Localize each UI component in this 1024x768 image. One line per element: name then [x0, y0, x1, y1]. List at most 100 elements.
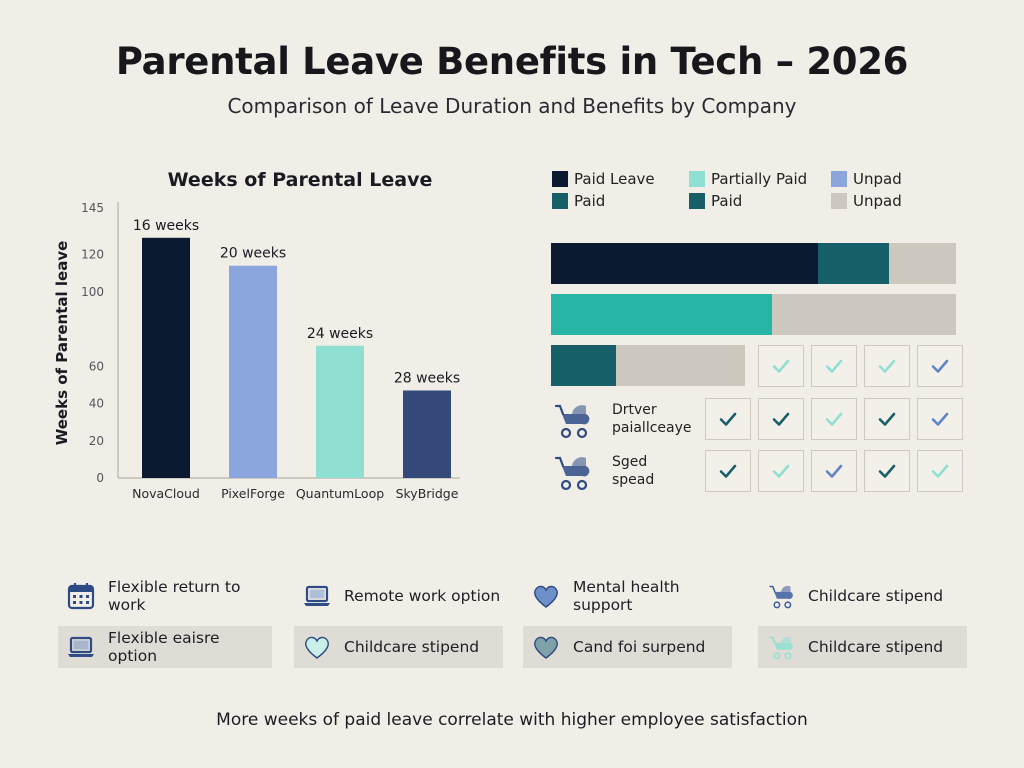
page-subtitle: Comparison of Leave Duration and Benefit… [227, 94, 797, 118]
page-title: Parental Leave Benefits in Tech – 2026 [115, 40, 909, 83]
checkmark-icon [705, 398, 751, 440]
benefit-label: Remote work option [344, 587, 501, 605]
stacked-bar [551, 345, 746, 386]
stroller-icon [766, 581, 796, 611]
checkmark-icon [758, 398, 804, 440]
checkmark-icon [917, 398, 963, 440]
bar [229, 265, 277, 478]
weeks-bar-chart: Weeks of Parental leave 0 20 40 60 100 120 145 1… [53, 201, 460, 501]
y-tick-label: 40 [89, 397, 104, 411]
y-tick-label: 120 [81, 248, 104, 262]
legend-item: Partially Paid [689, 170, 807, 188]
legend-label: Paid Leave [574, 170, 655, 188]
benefit-item: Flexible return to work [62, 575, 272, 617]
legend-item: Unpad [831, 170, 902, 188]
checkmark-icon [811, 450, 857, 492]
legend-label: Unpad [853, 170, 902, 188]
stroller-icon [550, 452, 594, 492]
legend-swatch [689, 171, 705, 187]
y-tick-label: 60 [89, 359, 104, 373]
footer-note: More weeks of paid leave correlate with … [216, 710, 808, 730]
checklist-row-label: Drtver paiallceaye [612, 401, 692, 437]
checkmark-icon [758, 450, 804, 492]
checkmark-icon [758, 345, 804, 387]
bar [403, 390, 451, 478]
checklist-row-label: Sged spead [612, 453, 654, 489]
stroller-icon [766, 632, 796, 662]
benefit-label: Childcare stipend [808, 638, 944, 656]
bar-segment [551, 294, 772, 335]
checkmark-icon [811, 345, 857, 387]
data-label: 24 weeks [307, 326, 373, 342]
benefit-label: Mental health support [573, 578, 680, 614]
heart-icon [302, 632, 332, 662]
checkmark-icon [811, 398, 857, 440]
y-tick-label: 0 [96, 471, 104, 485]
benefit-label: Flexible eaisre option [108, 629, 220, 665]
stacked-legend: Paid Leave Partially Paid Unpad Paid Paid Unp… [552, 170, 972, 216]
legend-item: Paid [689, 192, 742, 210]
x-tick-label: PixelForge [221, 486, 285, 501]
stacked-bar [551, 294, 956, 335]
label-line: paiallceaye [612, 420, 692, 436]
bar-segment [889, 243, 956, 284]
laptop-icon [66, 632, 96, 662]
heart-icon [531, 632, 561, 662]
benefit-label: Childcare stipend [808, 587, 944, 605]
y-tick-label: 20 [89, 434, 104, 448]
legend-item: Paid [552, 192, 605, 210]
benefit-item: Remote work option [298, 575, 503, 617]
y-axis-label: Weeks of Parental leave [53, 241, 71, 446]
legend-swatch [552, 171, 568, 187]
laptop-icon [302, 581, 332, 611]
benefit-item: Childcare stipend [762, 575, 967, 617]
stroller-icon [550, 400, 594, 440]
x-tick-label: NovaCloud [132, 486, 200, 501]
legend-swatch [831, 193, 847, 209]
label-line: Sged [612, 454, 648, 470]
checkmark-icon [917, 345, 963, 387]
x-tick-label: SkyBridge [396, 486, 459, 501]
x-tick-label: QuantumLoop [296, 486, 384, 501]
benefit-item: Childcare stipend [294, 626, 503, 668]
label-line: spead [612, 472, 655, 488]
bar-segment [615, 345, 746, 386]
data-label: 16 weeks [133, 218, 199, 234]
data-label: 28 weeks [394, 370, 460, 386]
data-label: 20 weeks [220, 246, 286, 262]
bar [142, 237, 190, 478]
legend-label: Unpad [853, 192, 902, 210]
legend-item: Paid Leave [552, 170, 655, 188]
legend-label: Partially Paid [711, 170, 808, 188]
checkmark-icon [864, 345, 910, 387]
chart-title: Weeks of Parental Leave [167, 169, 433, 191]
legend-swatch [831, 171, 847, 187]
benefit-label: Cand foi surpend [573, 638, 706, 656]
benefit-item: Cand foi surpend [523, 626, 732, 668]
checkmark-icon [917, 450, 963, 492]
bar [316, 345, 364, 478]
benefit-label: Childcare stipend [344, 638, 480, 656]
legend-label: Paid [711, 192, 743, 210]
benefit-item: Flexible eaisre option [58, 626, 272, 668]
benefit-item: Childcare stipend [758, 626, 967, 668]
checkmark-icon [864, 450, 910, 492]
bar-segment [551, 243, 819, 284]
benefit-item: Mental health support [527, 575, 732, 617]
y-tick-label: 145 [81, 201, 104, 215]
bar-segment [551, 345, 616, 386]
stacked-bar [551, 243, 956, 284]
legend-item: Unpad [831, 192, 902, 210]
legend-label: Paid [574, 192, 606, 210]
bar-segment [771, 294, 956, 335]
checkmark-icon [864, 398, 910, 440]
checkmark-icon [705, 450, 751, 492]
label-line: Drtver [612, 402, 657, 418]
bar-segment [818, 243, 890, 284]
calendar-icon [66, 581, 96, 611]
legend-swatch [689, 193, 705, 209]
heart-icon [531, 581, 561, 611]
legend-swatch [552, 193, 568, 209]
y-tick-label: 100 [81, 285, 104, 299]
benefit-label: Flexible return to work [108, 578, 241, 614]
